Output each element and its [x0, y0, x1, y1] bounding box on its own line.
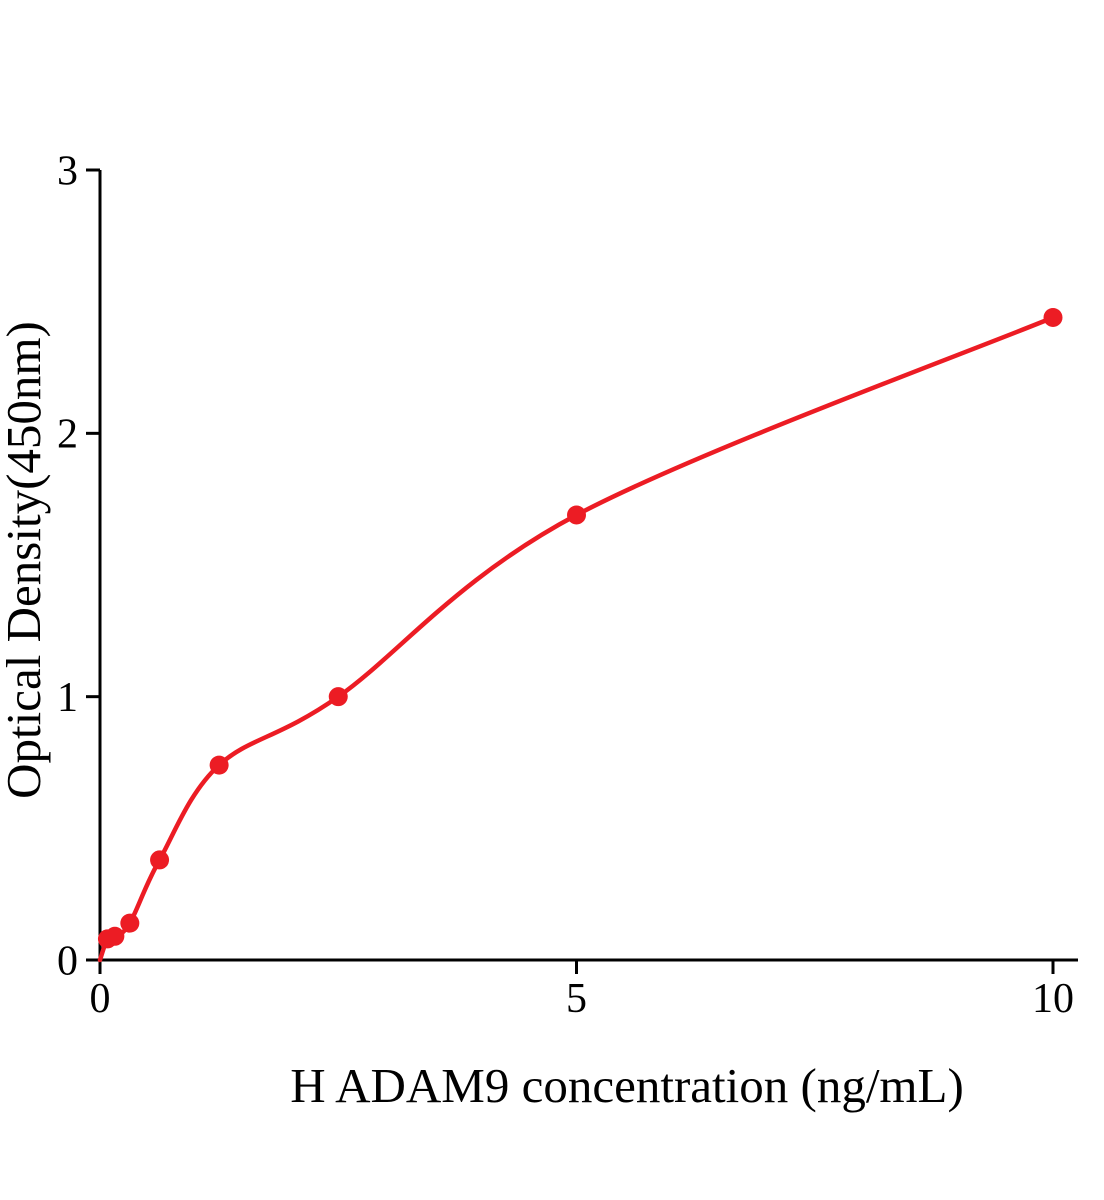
data-point: [1043, 307, 1063, 327]
data-points: [97, 307, 1063, 949]
data-point: [105, 926, 125, 946]
y-tick-label: 2: [57, 412, 78, 458]
y-axis-ticks: 0 1 2 3: [57, 148, 100, 984]
x-tick-label: 5: [566, 976, 587, 1022]
data-point: [328, 687, 348, 707]
y-axis-title: Optical Density(450nm): [0, 321, 51, 799]
fit-curve: [97, 315, 1056, 963]
x-axis-ticks: 0 5 10: [90, 960, 1074, 1022]
plot-area: 0 5 10 0 1 2 3: [57, 148, 1078, 1022]
y-tick-label: 0: [57, 938, 78, 984]
data-point: [150, 850, 170, 870]
y-tick-label: 1: [57, 675, 78, 721]
data-point: [120, 913, 140, 933]
data-point: [567, 505, 586, 525]
data-point: [209, 755, 229, 775]
y-tick-label: 3: [57, 148, 78, 194]
x-axis-title: H ADAM9 concentration (ng/mL): [290, 1058, 964, 1113]
x-tick-label: 0: [90, 976, 111, 1022]
x-tick-label: 10: [1032, 976, 1074, 1022]
